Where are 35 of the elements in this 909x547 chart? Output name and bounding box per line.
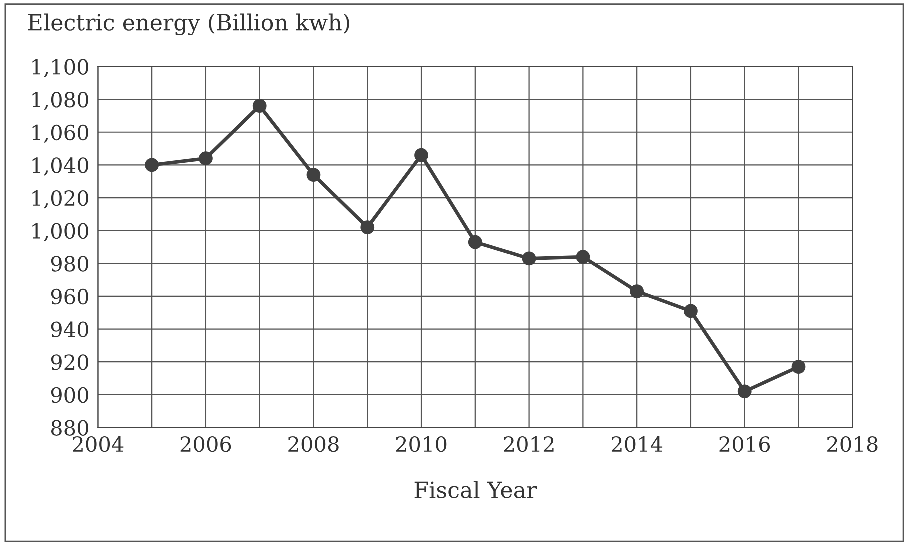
y-tick-label: 880 <box>51 420 88 436</box>
y-tick-label: 1,040 <box>32 158 88 176</box>
point <box>414 148 428 162</box>
point <box>684 304 698 318</box>
y-tick-label: 1,080 <box>32 92 88 110</box>
x-tick-label: 2018 <box>828 436 878 452</box>
point <box>522 252 536 266</box>
x-tick-label: 2016 <box>720 436 770 452</box>
point <box>360 220 375 234</box>
point <box>576 250 590 264</box>
y-tick-label: 1,000 <box>32 223 88 242</box>
point <box>792 360 806 374</box>
y-tick-label: 980 <box>51 256 88 272</box>
x-tick-label: 2006 <box>180 436 232 452</box>
y-tick-label: 920 <box>51 354 88 370</box>
x-tick-label: 2008 <box>288 436 339 452</box>
point <box>145 158 160 172</box>
y-tick-label: 960 <box>51 288 88 305</box>
point <box>199 152 213 166</box>
y-tick-label: 900 <box>51 387 88 404</box>
x-tick-label: 2004 <box>73 436 124 452</box>
y-tick-label: 940 <box>51 322 88 338</box>
point <box>306 168 321 182</box>
y-tick-label: 1,020 <box>32 190 88 209</box>
x-axis-title: Fiscal Year <box>414 481 538 498</box>
point <box>738 384 752 399</box>
point <box>630 284 644 298</box>
point <box>252 99 267 114</box>
point <box>468 235 482 250</box>
y-tick-label: 1,060 <box>32 124 88 144</box>
x-tick-label: 2014 <box>612 436 663 452</box>
y-tick-label: 1,100 <box>32 59 88 78</box>
x-tick-label: 2010 <box>396 436 447 452</box>
chart-title: Electric energy (Billion kwh) <box>28 14 350 36</box>
x-tick-label: 2012 <box>504 436 554 452</box>
